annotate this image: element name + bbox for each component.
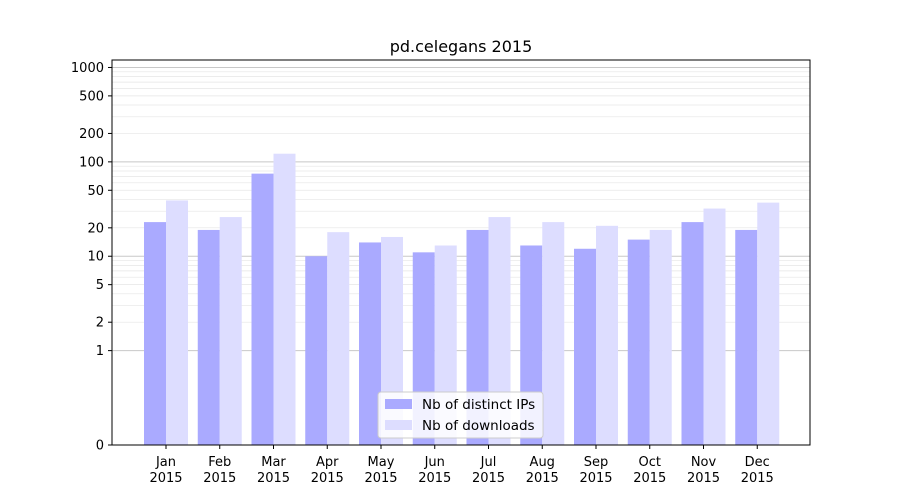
x-tick-label-year: 2015 xyxy=(149,471,182,486)
x-tick-label-month: Oct xyxy=(639,455,661,470)
x-tick-label-month: Jan xyxy=(155,455,176,470)
legend-box xyxy=(377,391,544,439)
x-tick-label-month: Nov xyxy=(691,455,717,470)
x-tick-label-year: 2015 xyxy=(687,471,720,486)
x-tick-label-year: 2015 xyxy=(203,471,236,486)
legend-swatch xyxy=(385,420,412,430)
x-tick-label-year: 2015 xyxy=(526,471,559,486)
bar-distinct-ips xyxy=(466,229,489,445)
chart-title: pd.celegans 2015 xyxy=(390,37,533,56)
x-axis: Jan2015Feb2015Mar2015Apr2015May2015Jun20… xyxy=(149,445,774,486)
bar-downloads xyxy=(596,225,618,445)
y-tick-label: 50 xyxy=(87,184,104,199)
plot-frame xyxy=(111,59,811,446)
x-tick-label-month: Apr xyxy=(316,455,339,470)
y-axis: 0 1 2 5 10 20 50 100 200 500 1000 xyxy=(71,61,112,454)
x-tick-label-month: Aug xyxy=(530,455,555,470)
x-tick-label-year: 2015 xyxy=(579,471,612,486)
x-tick-label-year: 2015 xyxy=(311,471,344,486)
y-tick-label: 10 xyxy=(87,250,104,265)
y-tick-label: 20 xyxy=(87,221,104,236)
bar-downloads xyxy=(219,217,242,445)
legend-label: Nb of distinct IPs xyxy=(422,397,535,413)
y-tick-label: 500 xyxy=(79,89,104,104)
y-tick-label: 100 xyxy=(79,155,104,170)
bar-distinct-ips xyxy=(305,256,328,445)
x-tick-label-month: Sep xyxy=(584,455,609,470)
x-tick-label-year: 2015 xyxy=(418,471,451,486)
bar-downloads xyxy=(488,217,511,445)
x-tick-label-month: Jun xyxy=(424,455,445,470)
y-tick-label: 2 xyxy=(96,316,104,331)
y-tick-label: 0 xyxy=(96,439,104,454)
y-tick-label: 5 xyxy=(96,278,104,293)
legend-label: Nb of downloads xyxy=(422,418,535,434)
x-tick-label-month: May xyxy=(368,455,395,470)
y-tick-label: 200 xyxy=(79,127,104,142)
bar-downloads xyxy=(757,202,780,445)
legend-swatch xyxy=(385,399,412,409)
bar-distinct-ips xyxy=(574,248,596,445)
bar-distinct-ips xyxy=(251,173,274,446)
bar-distinct-ips xyxy=(359,242,381,445)
x-tick-label-month: Mar xyxy=(261,455,286,470)
x-tick-label-year: 2015 xyxy=(633,471,666,486)
x-tick-label-month: Feb xyxy=(208,455,231,470)
bar-distinct-ips xyxy=(627,239,650,445)
bar-downloads xyxy=(327,232,350,445)
y-tick-label: 1000 xyxy=(71,61,104,76)
bar-distinct-ips xyxy=(681,222,704,445)
bar-downloads xyxy=(273,153,296,445)
bar-downloads xyxy=(166,200,188,445)
bar-downloads xyxy=(649,229,672,445)
x-tick-label-year: 2015 xyxy=(364,471,397,486)
bar-downloads xyxy=(703,208,726,445)
y-tick-label: 1 xyxy=(96,344,104,359)
bar-downloads xyxy=(542,222,565,445)
bar-distinct-ips xyxy=(197,229,220,445)
x-tick-label-year: 2015 xyxy=(741,471,774,486)
x-tick-label-month: Dec xyxy=(745,455,770,470)
x-tick-label-year: 2015 xyxy=(257,471,290,486)
bar-distinct-ips xyxy=(735,229,758,445)
legend: Nb of distinct IPs Nb of downloads xyxy=(377,391,544,439)
x-tick-label-month: Jul xyxy=(480,455,497,470)
bar-distinct-ips xyxy=(144,222,166,445)
x-tick-label-year: 2015 xyxy=(472,471,505,486)
